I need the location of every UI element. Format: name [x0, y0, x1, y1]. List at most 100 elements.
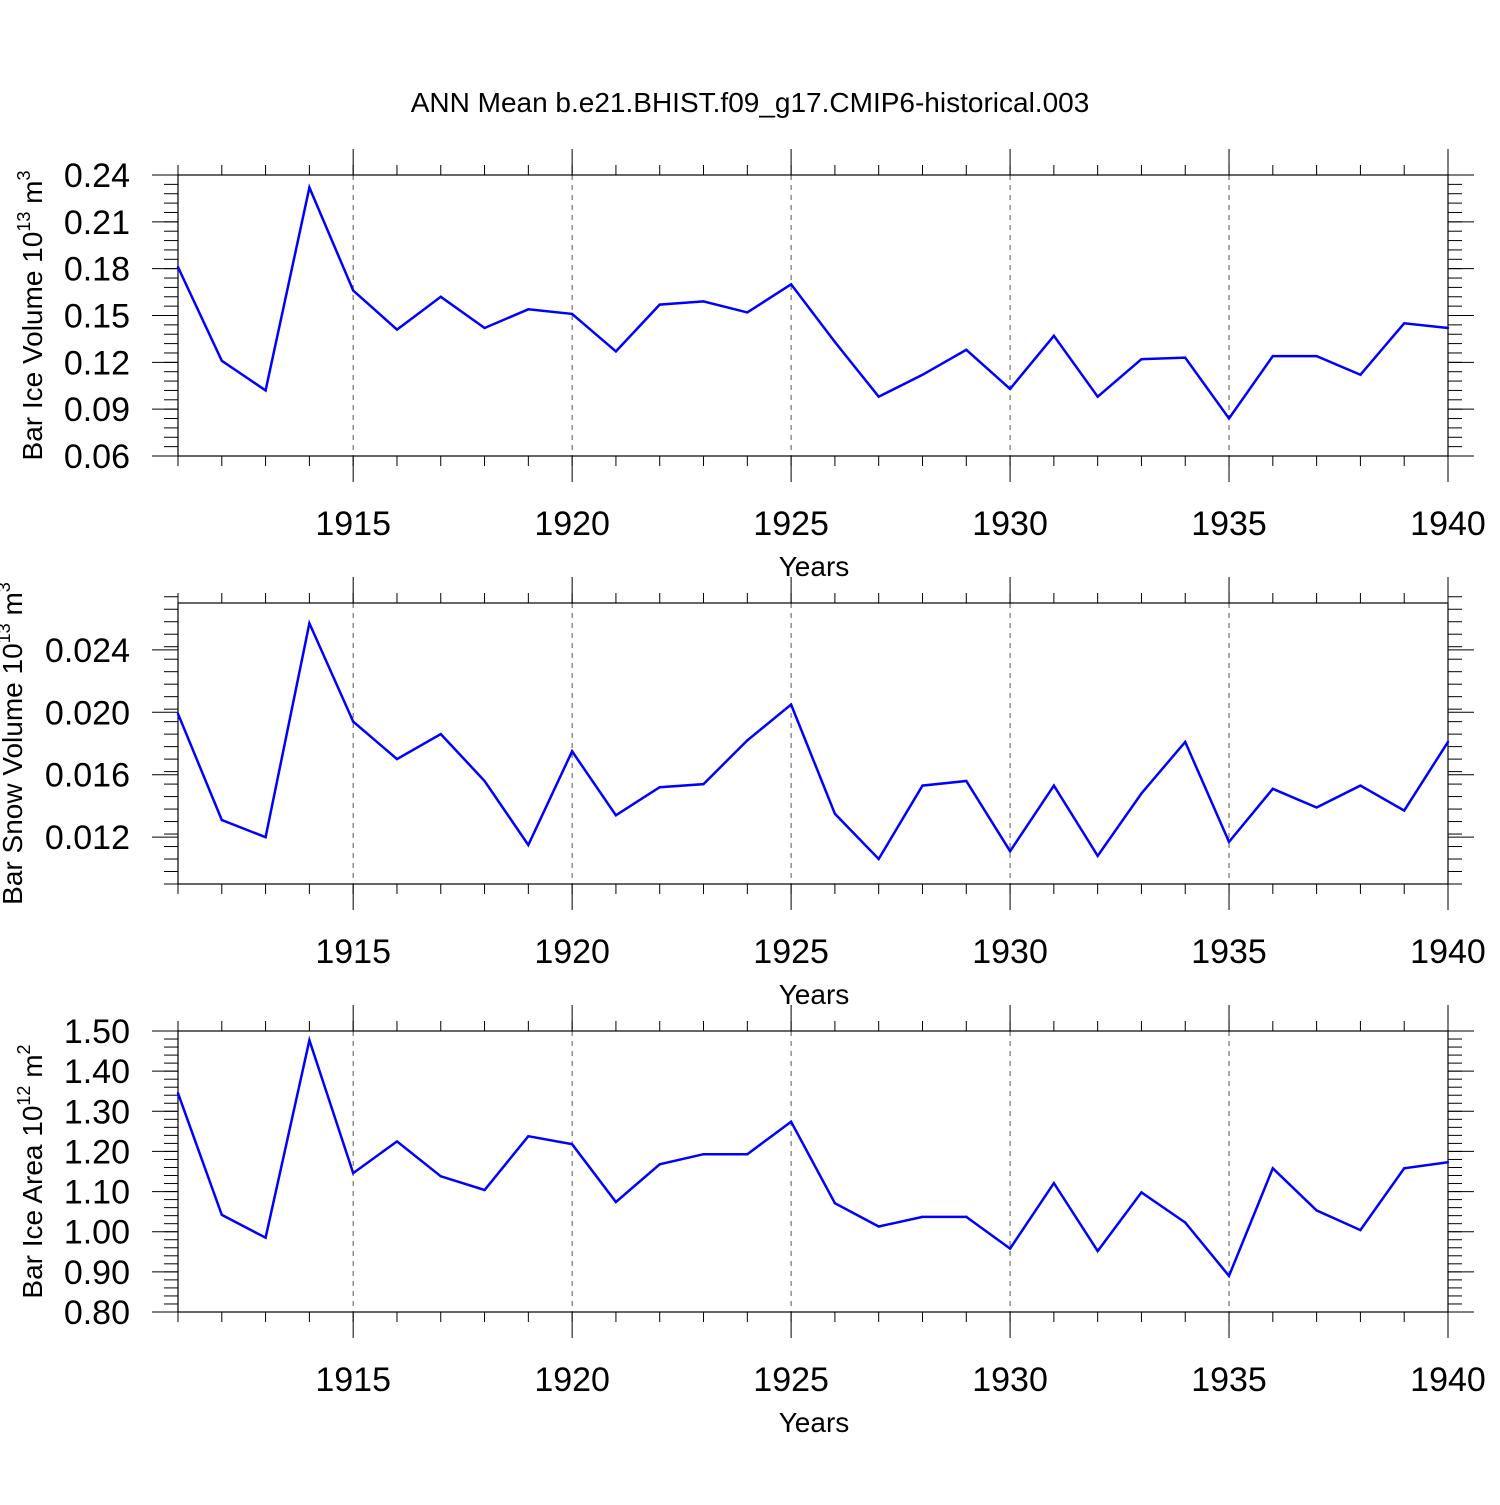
x-tick-label: 1940 — [1410, 933, 1486, 971]
data-point — [746, 311, 749, 314]
data-point — [439, 732, 442, 736]
data-point — [1446, 740, 1450, 744]
data-point — [1184, 1221, 1187, 1224]
data-point — [1008, 1247, 1012, 1250]
x-tick-label: 1925 — [753, 933, 829, 971]
data-point — [833, 812, 837, 815]
series-line — [176, 183, 1449, 421]
x-axis-label: Years — [779, 551, 850, 582]
plot-frame — [177, 602, 1449, 885]
data-point — [746, 1153, 749, 1156]
data-point — [1446, 326, 1450, 330]
y-tick-label: 0.90 — [64, 1254, 130, 1292]
y-tick-label: 0.15 — [64, 298, 130, 336]
data-point — [570, 750, 574, 753]
y-tick-label: 1.20 — [64, 1133, 130, 1171]
x-tick-label: 1920 — [534, 933, 610, 971]
data-point — [877, 857, 880, 861]
data-point — [483, 326, 486, 330]
data-point — [308, 622, 311, 625]
x-tick-label: 1925 — [753, 1361, 829, 1399]
x-tick-label: 1920 — [534, 1361, 610, 1399]
data-point — [1403, 809, 1406, 812]
data-point — [351, 289, 355, 292]
y-tick-label: 0.80 — [64, 1294, 130, 1332]
x-tick-label: 1940 — [1410, 505, 1486, 543]
data-point — [1140, 358, 1143, 361]
y-tick-label: 1.10 — [64, 1174, 130, 1212]
data-point — [965, 779, 968, 783]
data-point — [658, 786, 661, 789]
data-point — [877, 1225, 880, 1228]
y-axis-label: Bar Ice Area 1012 m2 — [14, 1044, 48, 1298]
data-point — [614, 1200, 618, 1204]
data-point — [1096, 854, 1099, 858]
data-point — [965, 1215, 968, 1219]
data-point — [176, 712, 180, 716]
data-point — [527, 308, 530, 311]
data-point — [1184, 740, 1187, 744]
x-tick-label: 1915 — [315, 505, 391, 543]
y-tick-label: 0.12 — [64, 344, 130, 382]
y-tick-label: 1.40 — [64, 1053, 130, 1091]
panel-2: 1915 1920 1925 1930 1935 1940 0.012 0.016 0.020 0… — [0, 577, 1486, 1010]
x-tick-label: 1920 — [534, 505, 610, 543]
data-point — [702, 300, 705, 303]
y-tick-label: 0.06 — [64, 438, 130, 476]
y-tick-label: 0.24 — [64, 157, 130, 195]
data-point — [921, 1215, 924, 1219]
data-point — [1446, 1161, 1450, 1164]
data-point — [1271, 354, 1275, 358]
data-point — [1315, 806, 1318, 809]
data-point — [702, 782, 705, 786]
y-tick-label: 0.020 — [45, 694, 130, 732]
data-point — [264, 835, 267, 839]
x-axis-label: Years — [779, 1407, 850, 1438]
panel-1: 1915 1920 1925 1930 1935 1940 0.06 0.09 0.12 0.15… — [14, 149, 1486, 582]
data-point — [395, 1140, 399, 1143]
data-point — [1140, 1191, 1143, 1194]
data-point — [527, 1134, 530, 1138]
data-point — [965, 348, 968, 352]
panel-3: 1915 1920 1925 1930 1935 1940 0.800.901.001.10… — [14, 1005, 1486, 1438]
plot-frame — [177, 1030, 1449, 1313]
chart-title: ANN Mean b.e21.BHIST.f09_g17.CMIP6-histo… — [411, 87, 1090, 118]
data-point — [877, 395, 880, 398]
data-point — [1052, 334, 1056, 337]
y-tick-label: 1.30 — [64, 1093, 130, 1131]
series-line — [176, 619, 1450, 862]
data-point — [614, 814, 618, 817]
data-point — [527, 843, 530, 847]
data-point — [746, 739, 749, 742]
y-tick-label: 0.012 — [45, 819, 130, 857]
y-axis-label: Bar Snow Volume 1013 m3 — [0, 582, 28, 905]
y-tick-label: 0.024 — [45, 632, 130, 670]
x-tick-label: 1930 — [972, 505, 1048, 543]
y-tick-label: 0.21 — [64, 204, 130, 242]
data-point — [220, 1213, 223, 1217]
data-point — [1184, 356, 1187, 359]
data-point — [1271, 1167, 1275, 1170]
data-point — [1052, 784, 1056, 787]
data-point — [658, 303, 661, 306]
data-point — [439, 1175, 442, 1178]
y-tick-label: 0.016 — [45, 757, 130, 795]
data-point — [702, 1153, 705, 1156]
x-tick-label: 1915 — [315, 933, 391, 971]
y-tick-label: 0.09 — [64, 391, 130, 429]
data-point — [176, 1092, 180, 1095]
x-tick-label: 1935 — [1191, 505, 1267, 543]
data-point — [1271, 787, 1275, 790]
data-point — [570, 1143, 574, 1146]
x-axis-label: Years — [779, 979, 850, 1010]
x-tick-label: 1930 — [972, 933, 1048, 971]
data-point — [1140, 792, 1143, 795]
data-point — [264, 389, 267, 392]
data-point — [1227, 417, 1231, 420]
data-point — [1359, 373, 1362, 377]
y-axis-label: Bar Ice Volume 1013 m3 — [14, 171, 48, 461]
data-point — [1096, 1249, 1099, 1253]
data-point — [176, 265, 180, 269]
data-point — [395, 328, 399, 331]
